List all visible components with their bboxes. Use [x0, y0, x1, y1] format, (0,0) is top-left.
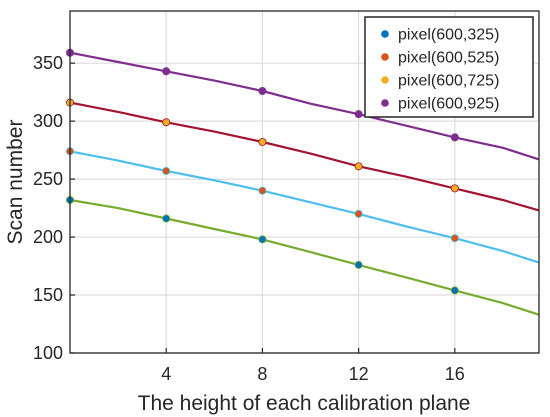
data-point: [258, 138, 267, 147]
data-point: [258, 235, 267, 244]
plot-area-frame: [69, 10, 540, 354]
y-tick-label: 300: [33, 111, 63, 131]
x-axis-ticks: 4 8 12 16: [161, 348, 465, 384]
series-lines: [69, 51, 540, 316]
x-tick-label: 8: [257, 364, 267, 384]
y-tick-label: 200: [33, 227, 63, 247]
data-point: [354, 110, 363, 119]
x-tick-label: 4: [161, 364, 171, 384]
data-point: [354, 162, 363, 171]
legend-marker: [381, 76, 389, 84]
legend-label: pixel(600,325): [398, 27, 499, 44]
x-axis-label: The height of each calibration plane: [138, 392, 471, 415]
y-axis-ticks: 100 150 200 250 300 350: [33, 53, 75, 363]
legend-marker: [381, 53, 389, 61]
legend-label: pixel(600,525): [398, 50, 499, 67]
y-tick-label: 150: [33, 285, 63, 305]
data-point: [162, 118, 171, 127]
y-tick-label: 100: [33, 343, 63, 363]
data-point: [450, 133, 459, 142]
y-tick-label: 350: [33, 53, 63, 73]
y-tick-label: 250: [33, 169, 63, 189]
series-line-2: [69, 101, 540, 212]
x-tick-label: 16: [445, 364, 465, 384]
y-axis-label: Scan number: [4, 120, 27, 245]
data-point: [258, 186, 267, 195]
series-points: [66, 48, 459, 295]
legend-label: pixel(600,925): [398, 96, 499, 113]
data-point: [450, 184, 459, 193]
series-line-4: [69, 198, 540, 316]
data-point: [450, 286, 459, 295]
x-tick-label: 12: [349, 364, 369, 384]
data-point: [258, 86, 267, 95]
legend-box: [364, 16, 534, 118]
data-point: [354, 209, 363, 218]
series-line-3: [69, 150, 540, 264]
data-point: [162, 67, 171, 76]
legend-marker: [381, 30, 389, 38]
data-point: [162, 166, 171, 175]
series-line-1: [69, 51, 540, 161]
legend-label: pixel(600,725): [398, 73, 499, 90]
legend: pixel(600,325) pixel(600,525) pixel(600,72…: [364, 16, 534, 118]
data-point: [354, 260, 363, 269]
data-point: [162, 214, 171, 223]
data-point: [450, 234, 459, 243]
legend-marker: [381, 99, 389, 107]
